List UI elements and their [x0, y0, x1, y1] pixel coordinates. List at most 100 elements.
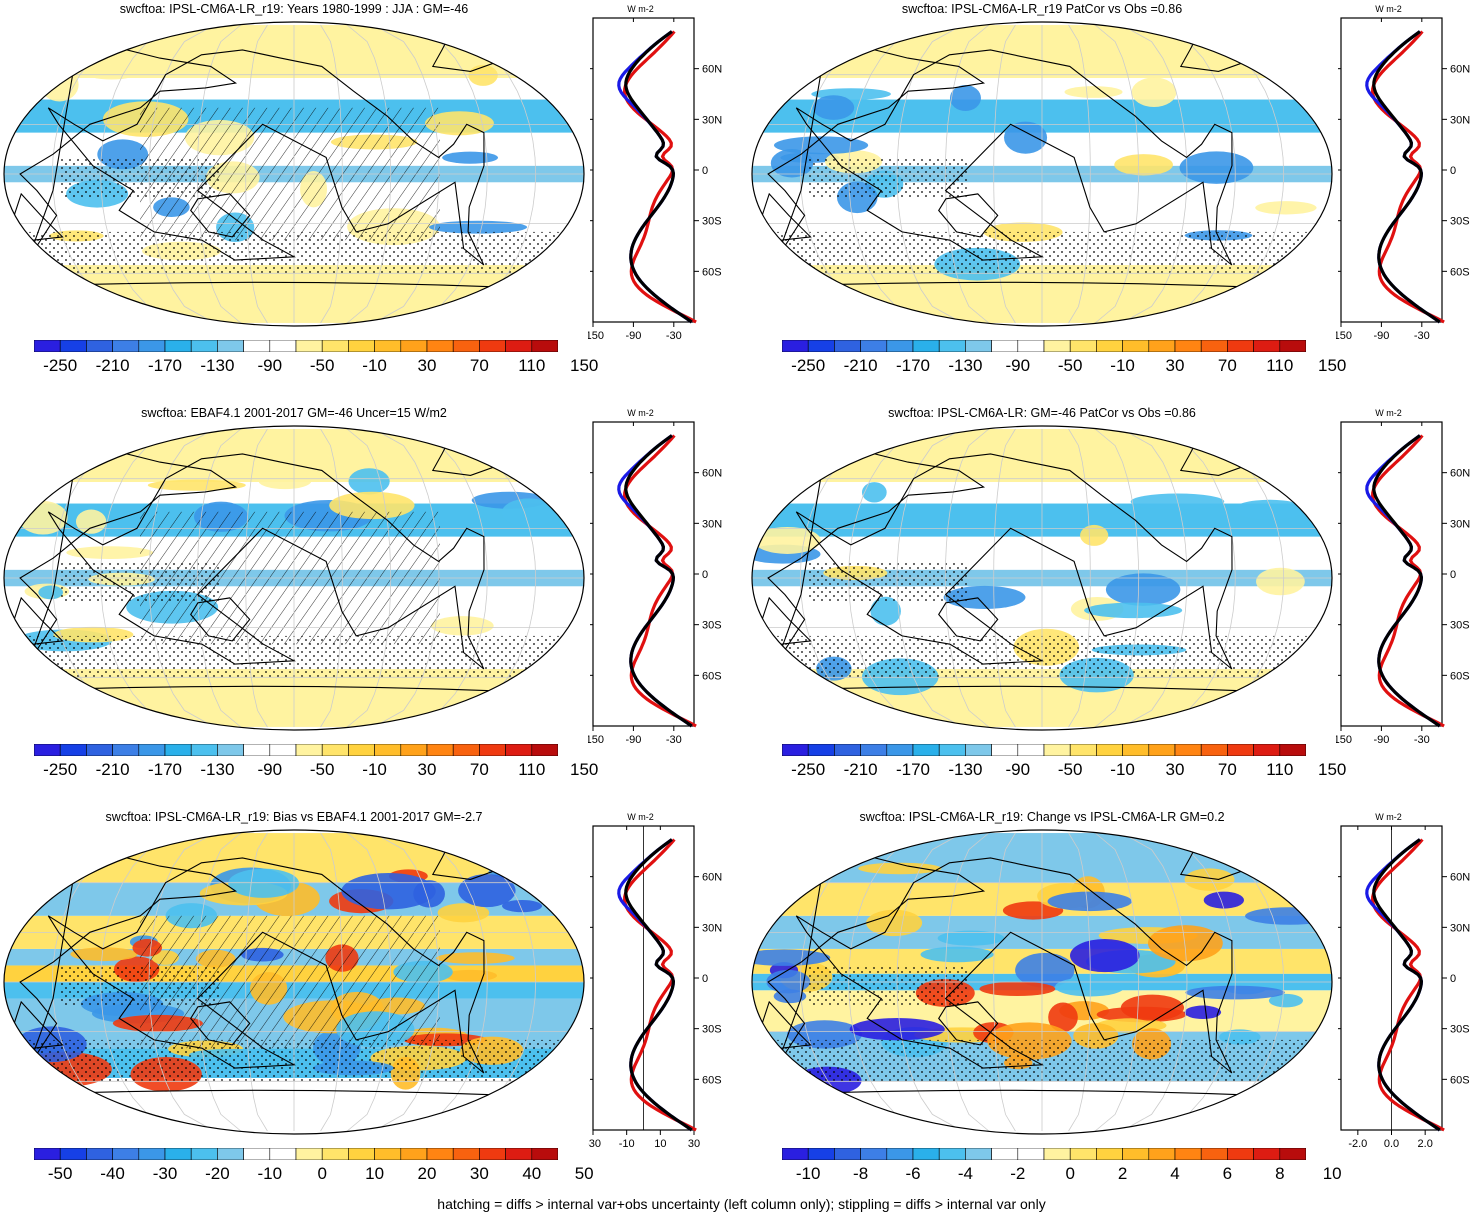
profile-lat-tick: 0	[1450, 165, 1456, 177]
profile-line-obs	[1370, 434, 1445, 728]
colorbar-tick-label: -10	[1110, 760, 1135, 779]
profile-value-tick: -30	[1414, 330, 1430, 340]
panel-p6: swcftoa: IPSL-CM6A-LR_r19: Change vs IPS…	[748, 808, 1483, 1208]
profile-line-model	[624, 30, 693, 324]
profile-value-tick: -30	[588, 1138, 601, 1148]
profile-lat-tick: 30N	[1450, 114, 1470, 126]
colorbar-tick-label: -2	[1010, 1164, 1026, 1183]
profile-lat-tick: 30S	[1450, 620, 1470, 632]
profile-value-tick: -90	[1373, 734, 1389, 744]
panel-title: swcftoa: IPSL-CM6A-LR: GM=-46 PatCor vs …	[888, 406, 1196, 420]
colorbar-tick-label: -40	[100, 1164, 125, 1183]
profile-lat-tick: 60S	[1450, 1074, 1470, 1086]
robinson-map	[751, 425, 1333, 731]
profile-lat-tick: 60S	[1450, 670, 1470, 682]
colorbar-tick-label: 150	[570, 760, 599, 779]
colorbar-tick-label: -210	[843, 760, 878, 779]
colorbar-tick-label: -250	[43, 760, 78, 779]
profile-value-tick: 2.0	[1418, 1138, 1433, 1148]
colorbar-tick-label: -10	[362, 760, 387, 779]
panel-p4: swcftoa: IPSL-CM6A-LR: GM=-46 PatCor vs …	[748, 404, 1483, 804]
colorbar-tick-label: 50	[574, 1164, 594, 1183]
panel-title: swcftoa: IPSL-CM6A-LR_r19: Bias vs EBAF4…	[105, 810, 483, 824]
profile-lat-tick: 30N	[1450, 518, 1470, 530]
profile-value-tick: -150	[588, 734, 604, 744]
colorbar-tick-label: 150	[1318, 760, 1347, 779]
colorbar-tick-label: -90	[257, 356, 283, 375]
profile-lat-tick: 60S	[702, 1074, 722, 1086]
colorbar-tick-label: -30	[152, 1164, 178, 1183]
colorbar-tick-label: -250	[791, 760, 826, 779]
profile-lat-tick: 60N	[1450, 468, 1470, 480]
profile-lat-tick: 60N	[702, 872, 722, 884]
colorbar-tick-label: -10	[1110, 356, 1135, 375]
profile-value-tick: 0.0	[1384, 1138, 1399, 1148]
colorbar-tick-label: 0	[1065, 1164, 1075, 1183]
profile-value-tick: -90	[1373, 330, 1389, 340]
profile-unit: W m-2	[627, 4, 654, 14]
colorbar	[34, 1148, 558, 1160]
colorbar-tick-label: -10	[362, 356, 387, 375]
profile-lat-tick: 30S	[702, 620, 722, 632]
colorbar-tick-label: 110	[1266, 356, 1294, 375]
profile-line-model	[1372, 30, 1441, 324]
panel-title: swcftoa: IPSL-CM6A-LR_r19: Change vs IPS…	[859, 810, 1225, 824]
colorbar-tick-label: 30	[1165, 760, 1185, 779]
colorbar-tick-label: 0	[317, 1164, 327, 1183]
colorbar	[34, 340, 558, 352]
profile-lat-tick: 30N	[702, 114, 722, 126]
panel-p3: swcftoa: EBAF4.1 2001-2017 GM=-46 Uncer=…	[0, 404, 740, 804]
colorbar-tick-label: -130	[200, 760, 235, 779]
colorbar-tick-label: -90	[1005, 356, 1031, 375]
colorbar-tick-label: -130	[200, 356, 235, 375]
figure-footer-note: hatching = diffs > internal var+obs unce…	[437, 1196, 1046, 1212]
colorbar-tick-label: -50	[1057, 356, 1083, 375]
profile-lat-tick: 60S	[1450, 266, 1470, 278]
profile-line-model	[1372, 434, 1441, 728]
colorbar-tick-label: 6	[1222, 1164, 1233, 1183]
panel-title: swcftoa: IPSL-CM6A-LR_r19 PatCor vs Obs …	[901, 2, 1183, 16]
zonal-mean-profile: W m-2 60N 30N 0 30S 60S -150 -90 -30	[588, 408, 722, 744]
colorbar-tick-label: -250	[43, 356, 78, 375]
profile-lat-tick: 30S	[1450, 216, 1470, 228]
colorbar-labels: -250 -210 -170 -130 -90 -50 -10 30 70 110 150	[34, 760, 598, 784]
colorbar-tick-label: 30	[469, 1164, 489, 1183]
profile-value-tick: -30	[666, 330, 682, 340]
colorbar-labels: -50 -40 -30 -20 -10 0 10 20 30 40 50	[34, 1164, 594, 1188]
colorbar-tick-label: 30	[417, 760, 437, 779]
profile-value-tick: -90	[625, 330, 641, 340]
profile-lat-tick: 30S	[702, 1024, 722, 1036]
colorbar-tick-label: -170	[895, 356, 931, 375]
colorbar-tick-label: 40	[522, 1164, 542, 1183]
profile-value-tick: -150	[1336, 330, 1352, 340]
colorbar-tick-label: -4	[957, 1164, 973, 1183]
profile-unit: W m-2	[1375, 4, 1402, 14]
robinson-map	[3, 829, 585, 1135]
panel-title: swcftoa: IPSL-CM6A-LR_r19: Years 1980-19…	[119, 2, 469, 16]
colorbar	[782, 1148, 1306, 1160]
profile-line-obs	[622, 30, 697, 324]
panel-title: swcftoa: EBAF4.1 2001-2017 GM=-46 Uncer=…	[141, 406, 447, 420]
colorbar-tick-label: 70	[1217, 356, 1237, 375]
profile-lat-tick: 60S	[702, 266, 722, 278]
colorbar-tick-label: -90	[257, 760, 283, 779]
colorbar	[782, 340, 1306, 352]
profile-lat-tick: 0	[1450, 973, 1456, 985]
zonal-mean-profile: W m-2 60N 30N 0 30S 60S -150 -90 -30	[1336, 408, 1470, 744]
profile-unit: W m-2	[1375, 812, 1402, 822]
profile-unit: W m-2	[627, 812, 654, 822]
profile-lat-tick: 60S	[702, 670, 722, 682]
profile-value-tick: -2.0	[1348, 1138, 1367, 1148]
panel-p2: swcftoa: IPSL-CM6A-LR_r19 PatCor vs Obs …	[748, 0, 1483, 400]
profile-lat-tick: 60N	[1450, 64, 1470, 76]
profile-lat-tick: 30N	[702, 922, 722, 934]
profile-value-tick: 30	[688, 1138, 700, 1148]
colorbar-tick-label: 4	[1170, 1164, 1180, 1183]
colorbar-tick-label: -6	[905, 1164, 921, 1183]
profile-value-tick: -150	[588, 330, 604, 340]
panel-p5: swcftoa: IPSL-CM6A-LR_r19: Bias vs EBAF4…	[0, 808, 740, 1208]
colorbar-tick-label: 10	[1322, 1164, 1342, 1183]
colorbar-tick-label: 10	[365, 1164, 385, 1183]
profile-lat-tick: 60N	[702, 64, 722, 76]
colorbar	[782, 744, 1306, 756]
